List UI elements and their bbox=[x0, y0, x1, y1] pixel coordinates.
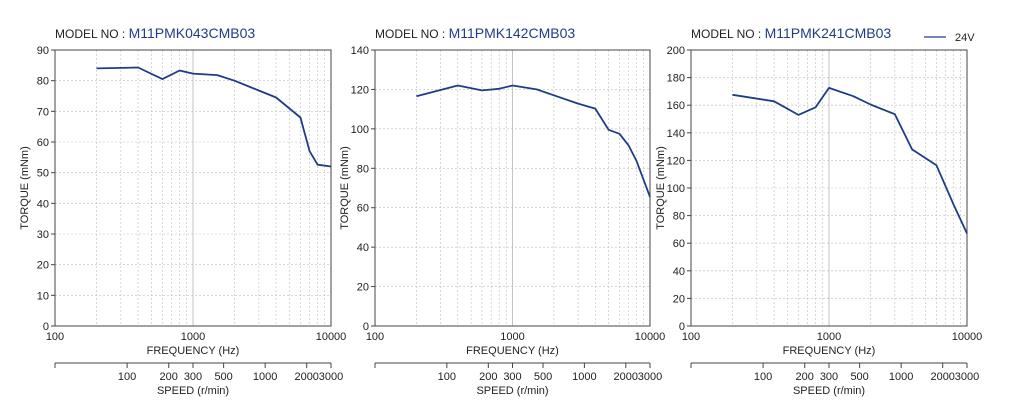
series-line bbox=[732, 87, 968, 234]
x-tick-label: 10000 bbox=[316, 331, 347, 343]
x-tick-label: 1000 bbox=[500, 331, 524, 343]
x-axis-label: FREQUENCY (Hz) bbox=[147, 345, 240, 357]
plot-frame bbox=[690, 49, 968, 327]
chart-title-model: M11PMK142CMB03 bbox=[449, 25, 576, 41]
y-tick-label: 100 bbox=[351, 124, 369, 136]
y-tick-label: 40 bbox=[357, 242, 369, 254]
chart-2: MODEL NO : M11PMK142CMB03 0 20 40 60 80 100 120… bbox=[339, 25, 665, 397]
legend-label: 24V bbox=[955, 32, 975, 44]
x-tick-label: 100 bbox=[366, 331, 384, 343]
y-tick-label: 40 bbox=[37, 198, 49, 210]
speed-tick-label: 200 bbox=[479, 371, 497, 383]
y-tick-label: 30 bbox=[37, 229, 49, 241]
legend: 24V bbox=[924, 32, 975, 44]
speed-tick-label: 2000 bbox=[614, 371, 638, 383]
x-tick-label: 10000 bbox=[635, 331, 666, 343]
x-tick-label: 1000 bbox=[181, 331, 205, 343]
y-tick-label: 0 bbox=[363, 321, 369, 333]
speed-tick-label: 200 bbox=[796, 371, 814, 383]
speed-tick-label: 100 bbox=[118, 371, 136, 383]
y-tick-label: 180 bbox=[667, 73, 685, 85]
speed-axis-label: SPEED (r/min) bbox=[157, 385, 229, 397]
y-axis-label: TORQUE (mNm) bbox=[655, 146, 667, 230]
speed-tick-label: 500 bbox=[214, 371, 232, 383]
y-tick-label: 40 bbox=[673, 266, 685, 278]
y-tick-label: 60 bbox=[357, 203, 369, 215]
x-tick-label: 1000 bbox=[817, 331, 841, 343]
y-tick-label: 20 bbox=[357, 282, 369, 294]
y-tick-label: 200 bbox=[667, 45, 685, 57]
y-tick-label: 0 bbox=[43, 321, 49, 333]
chart-title-model: M11PMK043CMB03 bbox=[129, 25, 256, 41]
y-axis-label: TORQUE (mNm) bbox=[19, 146, 31, 230]
plot-frame bbox=[374, 49, 651, 327]
speed-tick-label: 300 bbox=[503, 371, 521, 383]
speed-tick-label: 3000 bbox=[638, 371, 662, 383]
chart-title-model: M11PMK241CMB03 bbox=[765, 25, 892, 41]
y-tick-label: 100 bbox=[667, 183, 685, 195]
x-axis-label: FREQUENCY (Hz) bbox=[783, 345, 876, 357]
speed-tick-label: 3000 bbox=[319, 371, 343, 383]
speed-axis-label: SPEED (r/min) bbox=[793, 385, 865, 397]
y-tick-label: 120 bbox=[351, 84, 369, 96]
speed-tick-label: 1000 bbox=[572, 371, 596, 383]
speed-tick-label: 1000 bbox=[253, 371, 277, 383]
y-tick-label: 80 bbox=[37, 76, 49, 88]
speed-tick-label: 500 bbox=[534, 371, 552, 383]
y-tick-label: 60 bbox=[37, 137, 49, 149]
speed-tick-label: 300 bbox=[184, 371, 202, 383]
series-line bbox=[416, 84, 651, 198]
y-tick-label: 20 bbox=[37, 260, 49, 272]
y-tick-label: 10 bbox=[37, 290, 49, 302]
speed-axis-label: SPEED (r/min) bbox=[476, 385, 548, 397]
y-tick-label: 50 bbox=[37, 168, 49, 180]
speed-tick-label: 3000 bbox=[955, 371, 979, 383]
chart-title-prefix: MODEL NO : bbox=[691, 27, 765, 41]
speed-tick-label: 2000 bbox=[294, 371, 318, 383]
y-axis-label: TORQUE (mNm) bbox=[339, 146, 351, 230]
y-tick-label: 140 bbox=[351, 45, 369, 57]
x-tick-label: 100 bbox=[46, 331, 64, 343]
x-tick-label: 100 bbox=[682, 331, 700, 343]
x-axis-label: FREQUENCY (Hz) bbox=[466, 345, 559, 357]
y-tick-label: 0 bbox=[679, 321, 685, 333]
chart-title-prefix: MODEL NO : bbox=[375, 27, 449, 41]
speed-tick-label: 200 bbox=[160, 371, 178, 383]
y-tick-label: 20 bbox=[673, 293, 685, 305]
speed-tick-label: 100 bbox=[754, 371, 772, 383]
series-line bbox=[96, 66, 332, 168]
y-tick-label: 160 bbox=[667, 100, 685, 112]
chart-title: MODEL NO : M11PMK043CMB03 bbox=[55, 25, 255, 41]
speed-tick-label: 2000 bbox=[930, 371, 954, 383]
chart-title: MODEL NO : M11PMK142CMB03 bbox=[375, 25, 575, 41]
plot-frame bbox=[54, 49, 332, 327]
y-tick-label: 80 bbox=[673, 211, 685, 223]
chart-title: MODEL NO : M11PMK241CMB03 bbox=[691, 25, 891, 41]
y-tick-label: 140 bbox=[667, 128, 685, 140]
x-tick-label: 10000 bbox=[952, 331, 983, 343]
speed-tick-label: 1000 bbox=[889, 371, 913, 383]
y-tick-label: 80 bbox=[357, 163, 369, 175]
speed-tick-label: 300 bbox=[820, 371, 838, 383]
chart-1: MODEL NO : M11PMK043CMB03 0 10 20 30 40 50 60 70… bbox=[19, 25, 346, 397]
y-tick-label: 120 bbox=[667, 155, 685, 167]
y-tick-label: 90 bbox=[37, 45, 49, 57]
speed-tick-label: 100 bbox=[438, 371, 456, 383]
y-tick-label: 60 bbox=[673, 238, 685, 250]
chart-title-prefix: MODEL NO : bbox=[55, 27, 129, 41]
speed-tick-label: 500 bbox=[850, 371, 868, 383]
chart-3: MODEL NO : M11PMK241CMB03 0 20 40 60 80 100 120… bbox=[655, 25, 982, 397]
y-tick-label: 70 bbox=[37, 106, 49, 118]
